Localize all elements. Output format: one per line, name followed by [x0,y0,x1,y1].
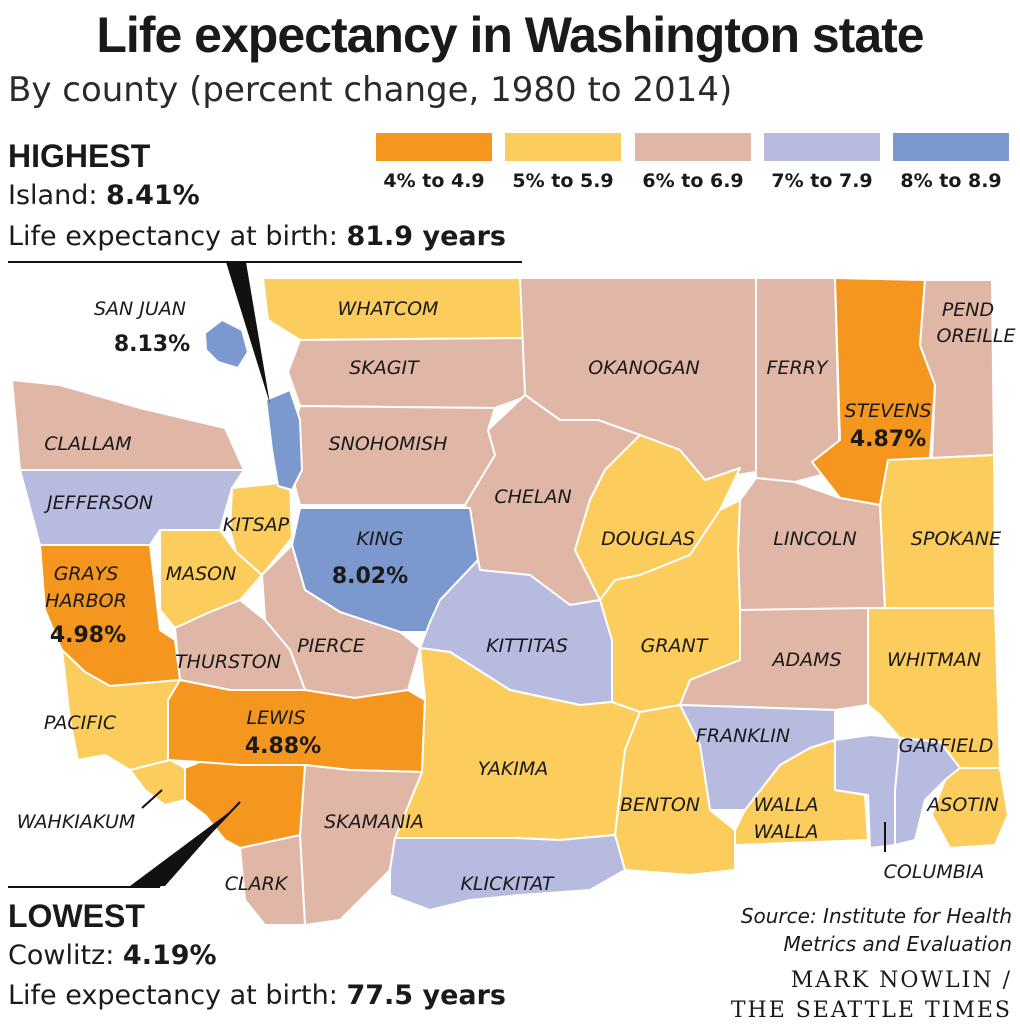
county-label-snohomish: SNOHOMISH [329,433,448,455]
county-label-mason: MASON [166,563,237,585]
county-island [265,389,303,491]
highest-underline [8,261,522,263]
lowest-county: Cowlitz: [8,940,115,971]
county-label-lewis: LEWIS [246,707,305,729]
county-san-juan [204,319,249,369]
county-clallam [11,379,245,471]
county-label-san-juan: SAN JUAN [94,298,186,320]
credit: MARK NOWLIN / THE SEATTLE TIMES [731,966,1012,1026]
legend-label-3: 7% to 7.9 [771,170,873,192]
lowest-pointer [130,810,232,886]
legend-label-2: 6% to 6.9 [642,170,744,192]
legend-swatch-2 [635,133,751,161]
county-label-clark: CLARK [225,873,289,895]
legend-label-1: 5% to 5.9 [512,170,614,192]
legend-item-0: 4% to 4.9 [376,133,492,192]
legend-item-4: 8% to 8.9 [893,133,1009,192]
county-label-pierce: PIERCE [297,635,365,657]
lowest-life-line: Life expectancy at birth: 77.5 years [8,980,506,1011]
county-label-jefferson: JEFFERSON [43,492,153,514]
lowest-overline [8,886,160,888]
county-label-adams: ADAMS [770,649,841,671]
source-line-1: Source: Institute for Health [740,904,1012,928]
county-label-walla-walla-1: WALLA [753,794,818,816]
county-benton [614,704,736,876]
county-label-grant: GRANT [641,635,709,657]
highest-life-line: Life expectancy at birth: 81.9 years [8,221,506,252]
county-label-douglas: DOUGLAS [601,528,695,550]
highest-value: 8.41% [106,180,200,211]
county-value-lewis: 4.88% [245,734,321,759]
county-asotin [931,767,1009,849]
county-label-clallam: CLALLAM [44,433,131,455]
county-label-franklin: FRANKLIN [696,725,790,747]
legend-label-0: 4% to 4.9 [383,170,485,192]
county-value-san-juan: 8.13% [114,332,190,357]
county-label-king: KING [357,528,404,550]
highest-life-label: Life expectancy at birth: [8,221,338,252]
county-snohomish [284,405,496,506]
lowest-county-line: Cowlitz: 4.19% [8,940,217,971]
county-label-yakima: YAKIMA [478,758,549,780]
county-label-grays-harbor-1: GRAYS [54,563,119,585]
legend-item-2: 6% to 6.9 [635,133,751,192]
county-label-kittitas: KITTITAS [486,635,568,657]
county-label-wahkiakum: WAHKIAKUM [17,811,136,833]
county-label-benton: BENTON [620,794,700,816]
county-label-klickitat: KLICKITAT [460,873,554,895]
county-label-kitsap: KITSAP [223,514,290,536]
legend-swatch-1 [505,133,621,161]
county-label-columbia: COLUMBIA [884,861,985,883]
source-line-2: Metrics and Evaluation [783,932,1012,956]
lowest-life-label: Life expectancy at birth: [8,980,338,1011]
county-label-whitman: WHITMAN [887,649,981,671]
county-value-grays-harbor: 4.98% [50,623,126,648]
county-label-whatcom: WHATCOM [338,298,439,320]
county-label-chelan: CHELAN [494,486,571,508]
county-label-pend-oreille-2: OREILLE [937,325,1016,347]
county-klickitat [389,834,626,911]
map-title: Life expectancy in Washington state [96,7,924,63]
county-label-stevens: STEVENS [845,400,932,422]
county-label-ferry: FERRY [767,357,829,379]
county-columbia [834,734,901,849]
county-label-walla-walla-2: WALLA [753,821,818,843]
county-label-thurston: THURSTON [175,651,281,673]
highest-county-line: Island: 8.41% [8,180,200,211]
legend-swatch-4 [893,133,1009,161]
credit-line-2: THE SEATTLE TIMES [730,998,1012,1023]
county-label-pacific: PACIFIC [44,712,117,734]
county-label-pend-oreille-1: PEND [942,299,994,321]
county-value-stevens: 4.87% [850,427,926,452]
source-note: Source: Institute for Health Metrics and… [741,902,1012,958]
map-subtitle: By county (percent change, 1980 to 2014) [8,70,733,110]
lowest-value: 4.19% [122,940,217,971]
county-ferry [755,277,841,483]
county-label-lincoln: LINCOLN [773,528,856,550]
county-label-asotin: ASOTIN [925,794,998,816]
credit-line-1: MARK NOWLIN / [790,968,1012,993]
legend-label-4: 8% to 8.9 [900,170,1002,192]
county-label-skagit: SKAGIT [349,357,420,379]
lowest-life-value: 77.5 years [346,980,506,1011]
highest-county: Island: [8,180,98,211]
county-label-garfield: GARFIELD [899,735,994,757]
legend-item-3: 7% to 7.9 [764,133,880,192]
county-label-spokane: SPOKANE [911,528,1001,550]
highest-pointer [226,262,270,404]
county-label-grays-harbor-2: HARBOR [45,590,127,612]
highest-life-value: 81.9 years [346,221,506,252]
lowest-heading: LOWEST [8,898,145,934]
county-value-king: 8.02% [332,564,408,589]
legend-swatch-0 [376,133,492,161]
legend-item-1: 5% to 5.9 [505,133,621,192]
county-label-okanogan: OKANOGAN [588,357,700,379]
wahkiakum-leader [141,789,163,809]
county-label-skamania: SKAMANIA [324,811,424,833]
legend-swatch-3 [764,133,880,161]
highest-heading: HIGHEST [8,138,151,174]
